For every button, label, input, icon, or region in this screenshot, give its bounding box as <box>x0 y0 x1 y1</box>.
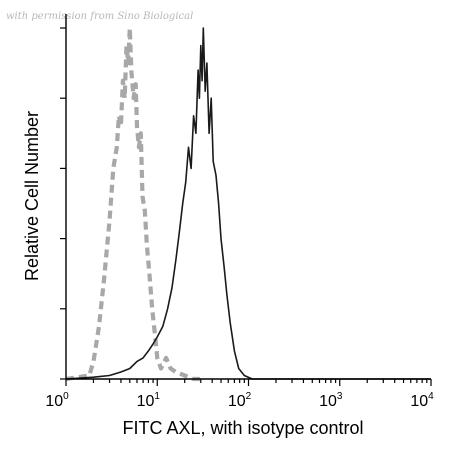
series-isotype-line <box>65 25 201 382</box>
series-axl-line <box>65 27 431 380</box>
x-tick-label: 103 <box>319 391 343 410</box>
x-tick-label: 102 <box>228 391 252 410</box>
plot-series <box>65 25 431 382</box>
x-axis-ticks: 100 101 102 103 104 <box>45 379 434 410</box>
x-axis-label: FITC AXL, with isotype control <box>122 418 363 438</box>
y-axis-label: Relative Cell Number <box>22 111 42 281</box>
x-tick-label: 100 <box>45 391 69 410</box>
x-tick-label: 104 <box>410 391 434 410</box>
watermark-text: with permission from Sino Biological <box>6 11 193 22</box>
x-tick-label: 101 <box>137 391 161 410</box>
y-axis-ticks <box>60 27 66 380</box>
